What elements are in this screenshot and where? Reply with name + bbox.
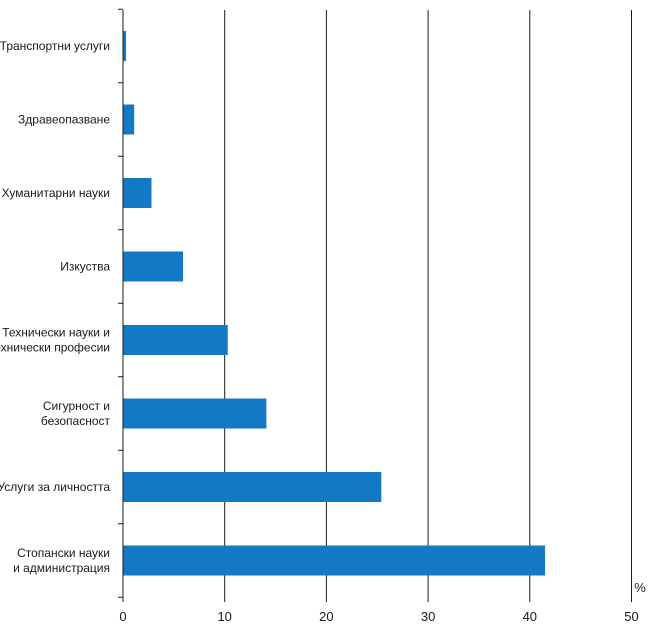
bar [123, 545, 546, 576]
x-tick-label: 40 [523, 609, 537, 624]
category-label: и администрация [13, 561, 110, 575]
bar [123, 251, 184, 282]
bar [123, 31, 127, 61]
x-tick-labels: 0 10 20 30 40 50 [119, 609, 638, 624]
axes [118, 8, 632, 602]
category-label: технически професии [0, 341, 110, 355]
bar [123, 472, 382, 502]
category-label: Стопански науки [17, 546, 110, 560]
x-axis-unit-label: % [634, 580, 646, 595]
category-label: безопасност [41, 414, 111, 428]
category-label: Здравеопазване [18, 113, 110, 127]
bar [123, 104, 135, 135]
category-label: Сигурност и [43, 399, 110, 413]
bar [123, 178, 152, 208]
bars [123, 31, 546, 576]
grid [224, 10, 632, 597]
bar [123, 398, 267, 429]
x-tick-label: 10 [217, 609, 231, 624]
x-tick-label: 30 [421, 609, 435, 624]
x-tick-label: 0 [119, 609, 126, 624]
category-label: Услуги за личността [0, 480, 110, 494]
category-label: Изкуства [60, 260, 110, 274]
x-tick-label: 50 [624, 609, 638, 624]
category-label: Транспортни услуги [0, 39, 110, 53]
category-labels: Транспортни услуги Здравеопазване Хуманита… [0, 39, 110, 575]
category-label: Технически науки и [2, 326, 110, 340]
bar [123, 325, 228, 355]
category-label: Хуманитарни науки [2, 186, 110, 200]
x-tick-label: 20 [319, 609, 333, 624]
